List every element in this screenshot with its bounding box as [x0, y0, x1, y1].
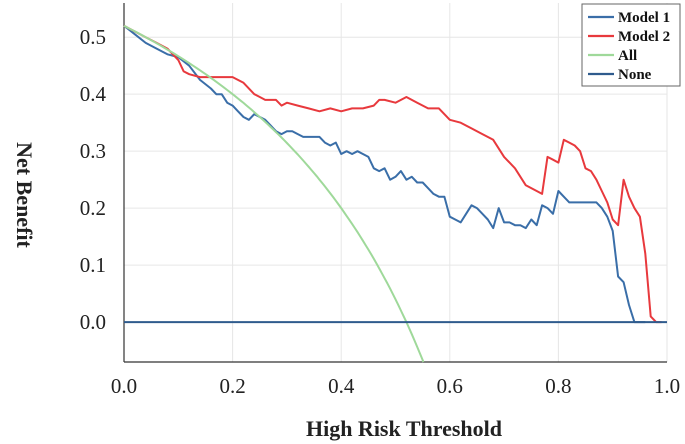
x-tick-label-4: 0.8 — [545, 374, 571, 398]
legend: Model 1 Model 2 All None — [581, 3, 681, 87]
legend-label-model-2: Model 2 — [618, 29, 670, 45]
y-tick-label-5: 0.5 — [80, 25, 106, 49]
x-tick-label-0: 0.0 — [111, 374, 137, 398]
legend-label-none: None — [618, 67, 652, 83]
series-line-all — [123, 24, 425, 363]
x-tick-label-2: 0.4 — [328, 374, 355, 398]
legend-label-model-1: Model 1 — [618, 10, 670, 26]
y-tick-label-2: 0.2 — [80, 196, 106, 220]
axes — [123, 3, 667, 363]
x-tick-label-5: 1.0 — [654, 374, 680, 398]
y-tick-label-0: 0.0 — [80, 310, 106, 334]
y-tick-label-4: 0.4 — [80, 82, 107, 106]
tick-labels: 0.0 0.2 0.4 0.6 0.8 1.0 0.0 0.1 0.2 0.3 0.4 0.5 — [80, 25, 680, 398]
x-tick-label-3: 0.6 — [437, 374, 463, 398]
y-tick-label-3: 0.3 — [80, 139, 106, 163]
series-lines — [123, 24, 667, 363]
x-axis-title: High Risk Threshold — [306, 416, 502, 441]
y-tick-label-1: 0.1 — [80, 253, 106, 277]
series-line-model-2 — [123, 24, 662, 324]
legend-label-all: All — [618, 48, 637, 64]
y-axis-title: Net Benefit — [12, 142, 37, 248]
x-tick-label-1: 0.2 — [219, 374, 245, 398]
series-line-model-1 — [123, 25, 646, 324]
